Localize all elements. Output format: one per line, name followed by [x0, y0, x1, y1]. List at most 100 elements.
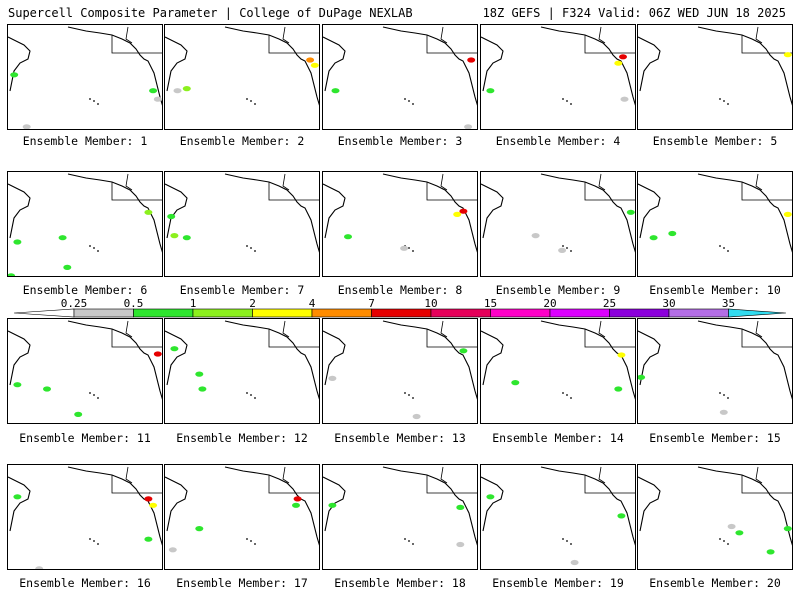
coastline-line — [741, 329, 792, 348]
scp-value-patch — [173, 88, 182, 94]
island-dot — [93, 247, 95, 249]
scp-value-patch — [182, 235, 191, 241]
scp-value-patch — [74, 411, 83, 417]
coastline-line — [481, 330, 504, 386]
coastline-line — [741, 182, 792, 201]
ensemble-map-panel — [637, 171, 793, 277]
coastline-line — [755, 320, 763, 338]
island-dot — [719, 538, 721, 540]
coastline-line — [481, 183, 504, 239]
ensemble-member-label: Ensemble Member: 18 — [334, 576, 466, 590]
coastline-line — [224, 173, 319, 253]
coastline-line — [481, 36, 504, 92]
scp-value-patch — [453, 211, 462, 217]
scp-value-patch — [614, 386, 623, 392]
colorbar-tick-label: 10 — [424, 298, 437, 310]
colorbar-segment — [668, 308, 729, 318]
colorbar-segment — [73, 308, 134, 318]
island-dot — [250, 100, 252, 102]
island-dot — [412, 250, 414, 252]
scp-value-patch — [531, 233, 540, 239]
ensemble-map-panel — [7, 318, 163, 424]
colorbar-segment — [311, 308, 372, 318]
island-dot — [404, 538, 406, 540]
ensemble-member-label: Ensemble Member: 15 — [649, 431, 781, 445]
coastline-line — [584, 35, 635, 54]
ensemble-member-label: Ensemble Member: 6 — [22, 283, 148, 297]
island-dot — [412, 543, 414, 545]
island-dot — [93, 394, 95, 396]
coastline-line — [268, 182, 319, 201]
pacific-map-icon — [323, 26, 477, 129]
scp-value-patch — [8, 273, 16, 276]
colorbar-max-arrow — [728, 308, 787, 318]
scp-value-patch — [783, 526, 792, 532]
pacific-map-icon — [638, 466, 792, 555]
coastline-line — [8, 183, 31, 239]
island-dot — [412, 397, 414, 399]
island-dot — [404, 98, 406, 100]
island-dot — [408, 247, 410, 249]
scp-value-patch — [486, 88, 495, 94]
pacific-map-icon — [323, 173, 477, 253]
ensemble-member-label: Ensemble Member: 12 — [176, 431, 308, 445]
coastline-line — [165, 476, 188, 532]
pacific-map-icon — [638, 320, 792, 415]
island-dot — [408, 394, 410, 396]
colorbar-tick-label: 0.5 — [124, 298, 144, 310]
island-dot — [250, 247, 252, 249]
scp-value-patch — [766, 549, 775, 555]
pacific-map-icon — [165, 466, 319, 553]
scp-value-patch — [638, 374, 646, 380]
coastline-line — [268, 475, 319, 494]
coastline-line — [382, 173, 477, 253]
ensemble-map-panel — [322, 171, 478, 277]
colorbar-min-arrow — [13, 308, 75, 318]
coastline-line — [282, 26, 290, 44]
colorbar-tick-label: 15 — [484, 298, 497, 310]
ensemble-map-panel — [164, 464, 320, 570]
colorbar-tick-label: 2 — [249, 298, 256, 310]
coastline-line — [440, 320, 448, 338]
coastline-line — [598, 320, 606, 338]
coastline-line — [323, 330, 346, 386]
island-dot — [97, 103, 99, 105]
scp-value-patch — [306, 57, 315, 63]
scp-value-patch — [328, 502, 337, 508]
scp-value-patch — [617, 513, 626, 519]
coastline-line — [638, 476, 661, 532]
pacific-map-icon — [481, 320, 635, 400]
scp-value-patch — [331, 88, 340, 94]
ensemble-map-panel — [7, 464, 163, 570]
island-dot — [246, 538, 248, 540]
coastline-line — [584, 329, 635, 348]
ensemble-member-label: Ensemble Member: 11 — [19, 431, 151, 445]
scp-value-patch — [310, 62, 319, 68]
scp-value-patch — [412, 413, 421, 420]
coastline-line — [584, 182, 635, 201]
ensemble-map-panel — [322, 318, 478, 424]
scp-value-patch — [153, 351, 162, 357]
scp-value-patch — [735, 530, 744, 536]
colorbar-segment — [252, 308, 313, 318]
scp-value-patch — [170, 346, 179, 352]
ensemble-map-panel — [322, 464, 478, 570]
ensemble-member-label: Ensemble Member: 8 — [337, 283, 463, 297]
coastline-line — [755, 173, 763, 191]
scp-value-patch — [144, 536, 153, 542]
coastline-line — [125, 320, 133, 338]
ensemble-member-label: Ensemble Member: 9 — [495, 283, 621, 297]
coastline-line — [481, 476, 504, 532]
colorbar-segment — [490, 308, 551, 318]
ensemble-member-label: Ensemble Member: 20 — [649, 576, 781, 590]
coastline-line — [741, 475, 792, 494]
ensemble-member-label: Ensemble Member: 16 — [19, 576, 151, 590]
island-dot — [566, 100, 568, 102]
scp-value-patch — [558, 247, 567, 253]
ensemble-member-label: Ensemble Member: 1 — [22, 134, 148, 148]
island-dot — [727, 103, 729, 105]
island-dot — [254, 250, 256, 252]
coastline-line — [426, 329, 477, 348]
colorbar-segment — [549, 308, 610, 318]
island-dot — [566, 540, 568, 542]
